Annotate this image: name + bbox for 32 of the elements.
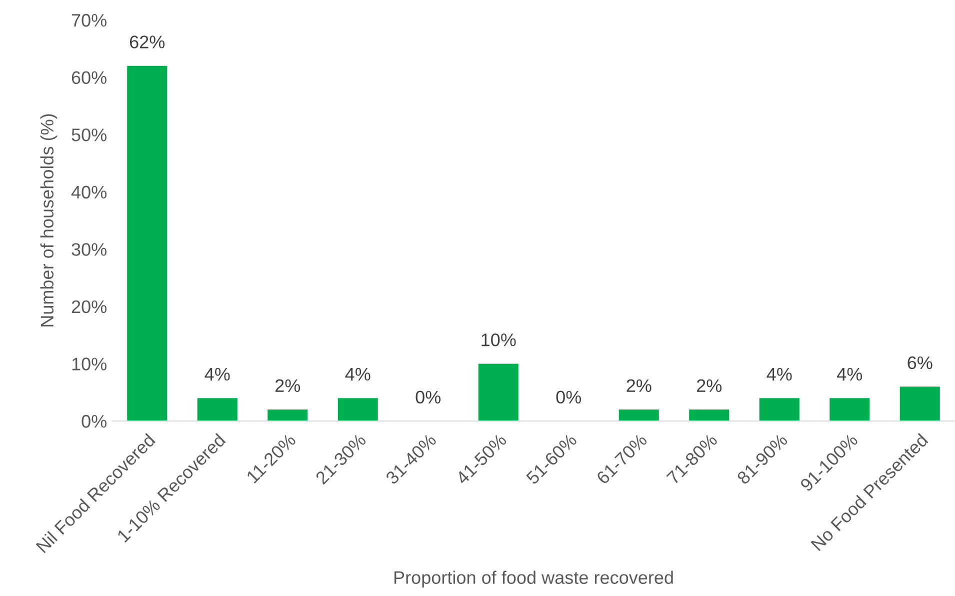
data-label: 62%: [130, 36, 165, 48]
bar: [197, 398, 238, 421]
y-tick-label: 50%: [72, 128, 106, 142]
y-axis-title: Number of households (%): [40, 114, 58, 326]
y-tick-label: 0%: [82, 414, 106, 428]
bar: [689, 410, 730, 421]
bar: [830, 398, 870, 421]
data-label: 4%: [766, 368, 792, 381]
y-tick-label: 60%: [72, 71, 106, 84]
data-label: 2%: [275, 379, 300, 392]
bar: [618, 410, 659, 421]
bar: [268, 410, 308, 421]
bar: [127, 66, 168, 421]
y-tick-label: 70%: [72, 14, 106, 27]
bar: [478, 364, 518, 421]
data-label: 10%: [482, 333, 516, 346]
bar: [759, 398, 800, 421]
bar: [338, 398, 378, 421]
data-label: 4%: [345, 368, 370, 381]
x-axis-title: Proportion of food waste recovered: [394, 570, 673, 588]
data-label: 2%: [626, 379, 652, 392]
y-tick-label: 30%: [72, 243, 106, 256]
y-tick-label: 10%: [72, 358, 106, 370]
data-label: 0%: [416, 390, 441, 404]
data-label: 0%: [556, 390, 582, 404]
y-tick-label: 20%: [72, 300, 106, 314]
data-label: 4%: [204, 368, 230, 381]
data-label: 6%: [908, 356, 932, 370]
data-label: 2%: [696, 379, 722, 392]
y-tick-label: 40%: [71, 186, 106, 199]
data-label: 4%: [836, 368, 862, 381]
bar: [900, 386, 940, 421]
